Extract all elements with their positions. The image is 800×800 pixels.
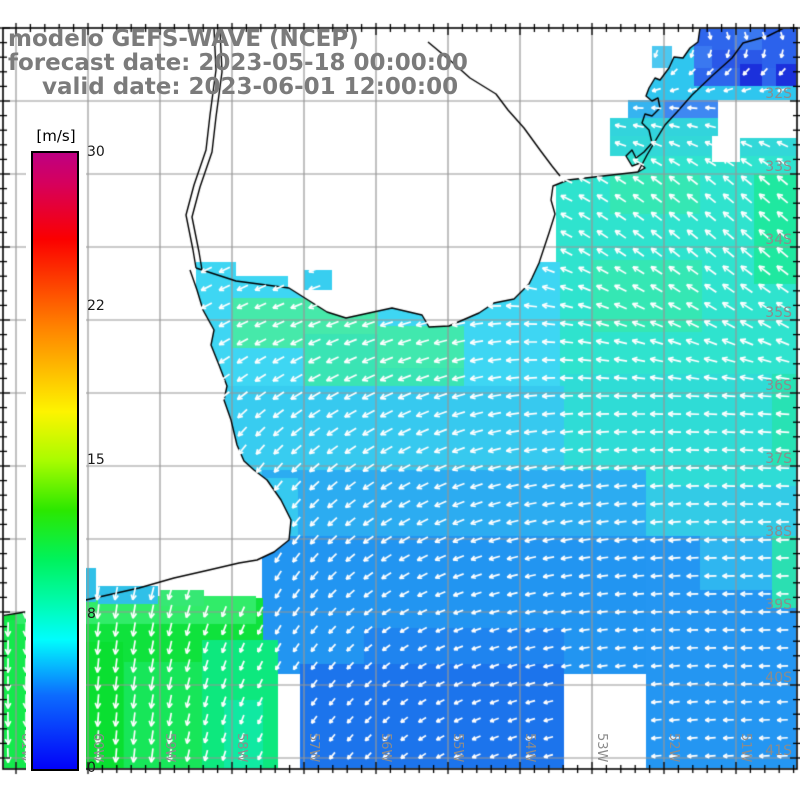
- colorbar: [26, 146, 86, 776]
- longitude-label: 55W: [450, 733, 465, 763]
- latitude-label: 40S: [765, 670, 792, 686]
- longitude-label: 57W: [306, 733, 321, 763]
- latitude-label: 37S: [765, 451, 792, 467]
- latitude-label: 33S: [765, 159, 792, 175]
- longitude-label: 56W: [378, 733, 393, 763]
- latitude-label: 41S: [765, 743, 792, 759]
- colorbar-tick-label: 15: [87, 452, 105, 468]
- longitude-label: 51W: [738, 733, 753, 763]
- latitude-label: 36S: [765, 378, 792, 394]
- latitude-label: 35S: [765, 305, 792, 321]
- longitude-label: 60W: [90, 733, 105, 763]
- longitude-label: 59W: [162, 733, 177, 763]
- plot-title: modelo GEFS-WAVE (NCEP): [8, 26, 359, 52]
- longitude-label: 53W: [594, 733, 609, 763]
- colorbar-tick-label: 8: [87, 606, 96, 622]
- colorbar-gradient: [31, 151, 79, 771]
- colorbar-tick-label: 30: [87, 144, 105, 160]
- latitude-label: 32S: [765, 86, 792, 102]
- latitude-label: 39S: [765, 597, 792, 613]
- colorbar-tick-label: 0: [87, 760, 96, 776]
- latitude-label: 38S: [765, 524, 792, 540]
- longitude-label: 54W: [522, 733, 537, 763]
- valid-date-line: valid date: 2023-06-01 12:00:00: [42, 74, 459, 100]
- longitude-label: 58W: [234, 733, 249, 763]
- colorbar-tick-label: 22: [87, 298, 105, 314]
- colorbar-unit-label: [m/s]: [36, 127, 76, 145]
- latitude-label: 34S: [765, 232, 792, 248]
- longitude-label: 52W: [666, 733, 681, 763]
- forecast-date-line: forecast date: 2023-05-18 00:00:00: [8, 50, 468, 76]
